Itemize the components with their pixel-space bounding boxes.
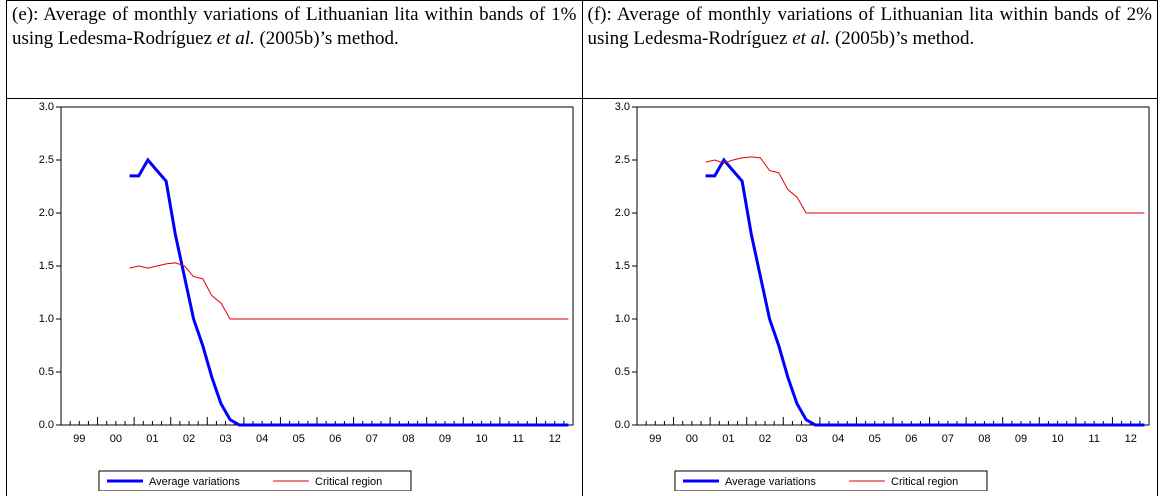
y-tick-label: 3.0	[39, 101, 54, 113]
y-tick-label: 1.5	[614, 260, 629, 272]
legend-label: Average variations	[725, 476, 816, 488]
x-tick-label: 04	[256, 433, 268, 445]
series-line	[130, 263, 569, 319]
x-tick-label: 03	[795, 433, 807, 445]
x-tick-label: 02	[183, 433, 195, 445]
y-tick-label: 2.0	[39, 207, 54, 219]
x-tick-label: 99	[649, 433, 661, 445]
x-tick-label: 08	[402, 433, 414, 445]
x-tick-label: 07	[366, 433, 378, 445]
plot-frame	[637, 107, 1149, 425]
x-tick-label: 99	[73, 433, 85, 445]
y-tick-label: 1.0	[39, 313, 54, 325]
x-tick-label: 02	[758, 433, 770, 445]
caption-italic: et al.	[792, 28, 830, 49]
x-tick-label: 09	[439, 433, 451, 445]
x-tick-label: 01	[722, 433, 734, 445]
x-tick-label: 05	[868, 433, 880, 445]
x-tick-label: 11	[1088, 433, 1099, 445]
y-tick-label: 0.0	[614, 419, 629, 431]
x-tick-label: 12	[1124, 433, 1136, 445]
x-tick-label: 00	[110, 433, 122, 445]
chart: 0.0 0.5 1.0 1.5 2.0 2.5 3.0 99 00 01 02 03 04 05 06 07 0…	[7, 99, 581, 491]
x-tick-label: 03	[219, 433, 231, 445]
y-tick-label: 2.0	[614, 207, 629, 219]
y-tick-label: 1.5	[39, 260, 54, 272]
y-tick-label: 0.0	[39, 419, 54, 431]
y-tick-label: 2.5	[614, 154, 629, 166]
chart: 0.0 0.5 1.0 1.5 2.0 2.5 3.0 99 00 01 02 03 04 05 06 07 0…	[583, 99, 1157, 491]
series-line	[705, 157, 1144, 213]
x-tick-label: 09	[1014, 433, 1026, 445]
x-tick-label: 04	[832, 433, 844, 445]
x-tick-label: 06	[905, 433, 917, 445]
y-tick-label: 3.0	[614, 101, 629, 113]
x-tick-label: 10	[1051, 433, 1063, 445]
x-tick-label: 07	[941, 433, 953, 445]
x-tick-label: 10	[475, 433, 487, 445]
caption-text: (2005b)’s method.	[830, 28, 974, 49]
x-tick-label: 05	[293, 433, 305, 445]
figure-table: (e): Average of monthly variations of Li…	[6, 0, 1158, 496]
y-tick-label: 1.0	[614, 313, 629, 325]
caption: (e): Average of monthly variations of Li…	[7, 1, 582, 98]
legend-label: Critical region	[315, 476, 382, 488]
chart-cell: 0.0 0.5 1.0 1.5 2.0 2.5 3.0 99 00 01 02 03 04 05 06 07 0…	[582, 99, 1158, 496]
x-tick-label: 01	[146, 433, 158, 445]
series-line	[705, 160, 1144, 425]
y-tick-label: 0.5	[614, 366, 629, 378]
legend-label: Average variations	[149, 476, 240, 488]
y-tick-label: 0.5	[39, 366, 54, 378]
caption-italic: et al.	[217, 28, 255, 49]
legend-label: Critical region	[891, 476, 958, 488]
x-tick-label: 12	[549, 433, 561, 445]
caption-cell: (e): Average of monthly variations of Li…	[7, 1, 583, 99]
series-line	[130, 160, 569, 425]
x-tick-label: 00	[685, 433, 697, 445]
x-tick-label: 11	[512, 433, 523, 445]
y-tick-label: 2.5	[39, 154, 54, 166]
x-tick-label: 06	[329, 433, 341, 445]
caption-cell: (f): Average of monthly variations of Li…	[582, 1, 1158, 99]
caption-text: (2005b)’s method.	[255, 28, 399, 49]
caption: (f): Average of monthly variations of Li…	[583, 1, 1158, 98]
x-tick-label: 08	[978, 433, 990, 445]
chart-cell: 0.0 0.5 1.0 1.5 2.0 2.5 3.0 99 00 01 02 03 04 05 06 07 0…	[7, 99, 583, 496]
